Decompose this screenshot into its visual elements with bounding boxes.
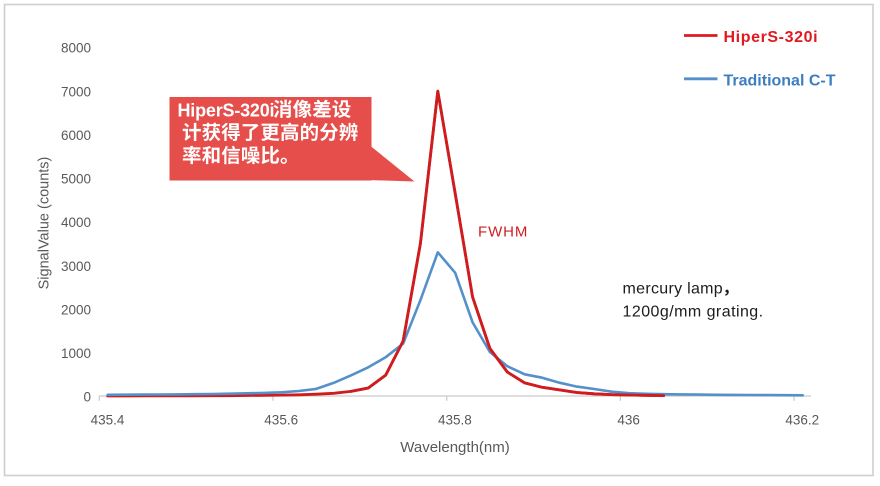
- svg-text:8000: 8000: [61, 41, 91, 56]
- svg-text:436: 436: [617, 413, 640, 428]
- svg-text:435.6: 435.6: [264, 413, 298, 428]
- svg-text:SignalValue (counts): SignalValue (counts): [37, 157, 53, 290]
- svg-text:Wavelength(nm): Wavelength(nm): [400, 439, 509, 456]
- svg-text:0: 0: [83, 390, 91, 405]
- svg-text:HiperS-320i: HiperS-320i: [724, 29, 819, 46]
- svg-text:4000: 4000: [61, 215, 91, 230]
- svg-text:6000: 6000: [61, 128, 91, 143]
- svg-text:435.4: 435.4: [91, 413, 125, 428]
- svg-text:2000: 2000: [61, 302, 91, 317]
- svg-text:Traditional C-T: Traditional C-T: [724, 72, 836, 89]
- svg-text:mercury lamp: mercury lamp: [623, 281, 724, 298]
- svg-text:FWHM: FWHM: [478, 224, 528, 241]
- svg-text:HiperS-320i: HiperS-320i: [178, 100, 275, 120]
- svg-text:5000: 5000: [61, 172, 91, 187]
- svg-text:1000: 1000: [61, 346, 91, 361]
- svg-text:7000: 7000: [61, 84, 91, 99]
- svg-text:1200g/mm grating.: 1200g/mm grating.: [623, 304, 764, 321]
- svg-text:436.2: 436.2: [785, 413, 819, 428]
- svg-text:435.8: 435.8: [438, 413, 472, 428]
- svg-text:3000: 3000: [61, 259, 91, 274]
